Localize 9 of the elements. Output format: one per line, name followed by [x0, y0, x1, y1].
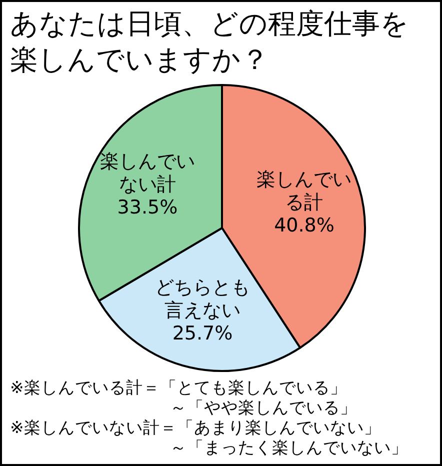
data-label: 33.5%: [117, 196, 178, 218]
data-label: 40.8%: [274, 214, 334, 236]
slice-label: どちらとも言えない: [154, 276, 250, 322]
slice-label: 楽しんでいる計: [256, 168, 352, 214]
data-label: 25.7%: [172, 322, 233, 344]
text: ※楽しんでいる計＝「とても楽しんでいる」～「やや楽しんでいる」: [10, 378, 358, 418]
text: ※楽しんでいない計＝「あまり楽しんでいない」～「まったく楽しんでいない」: [10, 418, 409, 458]
chart-title: あなたは日頃、どの程度仕事を楽しんでいますか？: [10, 6, 410, 78]
slice-label: 楽しんでいない計: [100, 150, 195, 196]
